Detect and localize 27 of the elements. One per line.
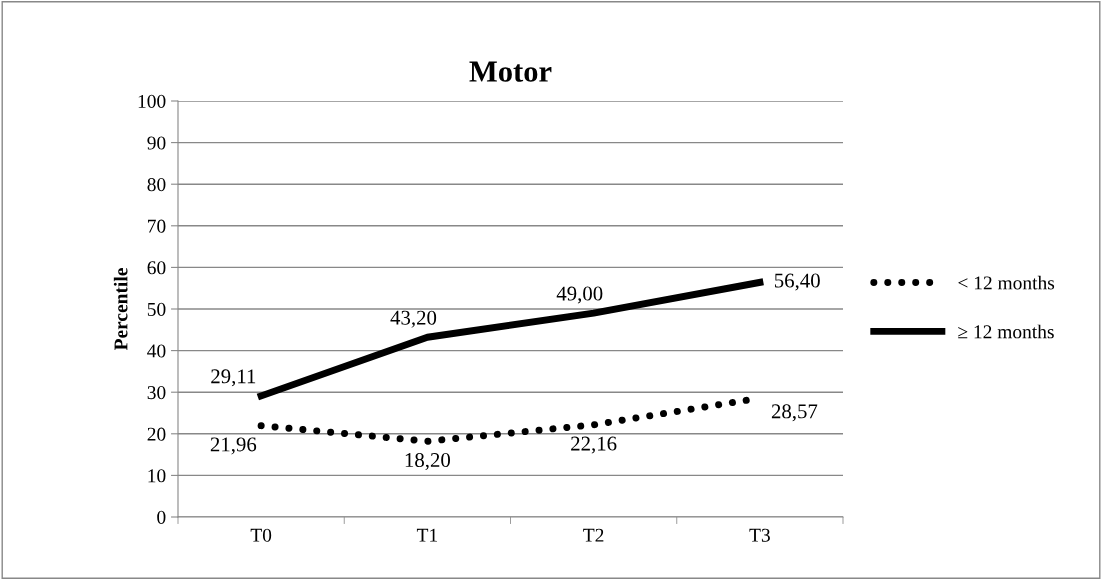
data-label: 18,20: [405, 453, 451, 471]
y-tick-label: 50: [147, 302, 166, 316]
y-tick-label: 80: [147, 178, 166, 192]
data-label: 21,96: [210, 437, 257, 455]
x-tick-label: T2: [583, 528, 604, 542]
data-label: 43,20: [390, 310, 437, 328]
data-label: 49,00: [556, 286, 603, 304]
data-label: 29,11: [211, 369, 256, 387]
y-tick-label: 40: [147, 344, 166, 358]
y-tick-label: 10: [148, 469, 166, 483]
data-label: 56,40: [774, 273, 820, 291]
y-tick-label: 90: [147, 136, 166, 150]
y-tick-label: 30: [147, 386, 166, 400]
data-label: 28,57: [771, 404, 818, 422]
y-axis-title: Percentile: [113, 268, 128, 351]
y-tick-label: 20: [147, 427, 166, 441]
y-tick-label: 60: [147, 261, 166, 275]
y-tick-label: 100: [138, 94, 166, 108]
x-tick-label: T1: [416, 528, 438, 542]
x-tick-label: T0: [250, 528, 272, 542]
legend-label: < 12 months: [958, 275, 1055, 290]
y-tick-label: 70: [148, 219, 166, 233]
legend-label: ≥ 12 months: [958, 324, 1054, 339]
y-tick-label: 0: [157, 510, 166, 524]
chart-title: Motor: [469, 61, 552, 82]
data-label: 22,16: [571, 436, 617, 454]
x-tick-label: T3: [749, 528, 770, 542]
